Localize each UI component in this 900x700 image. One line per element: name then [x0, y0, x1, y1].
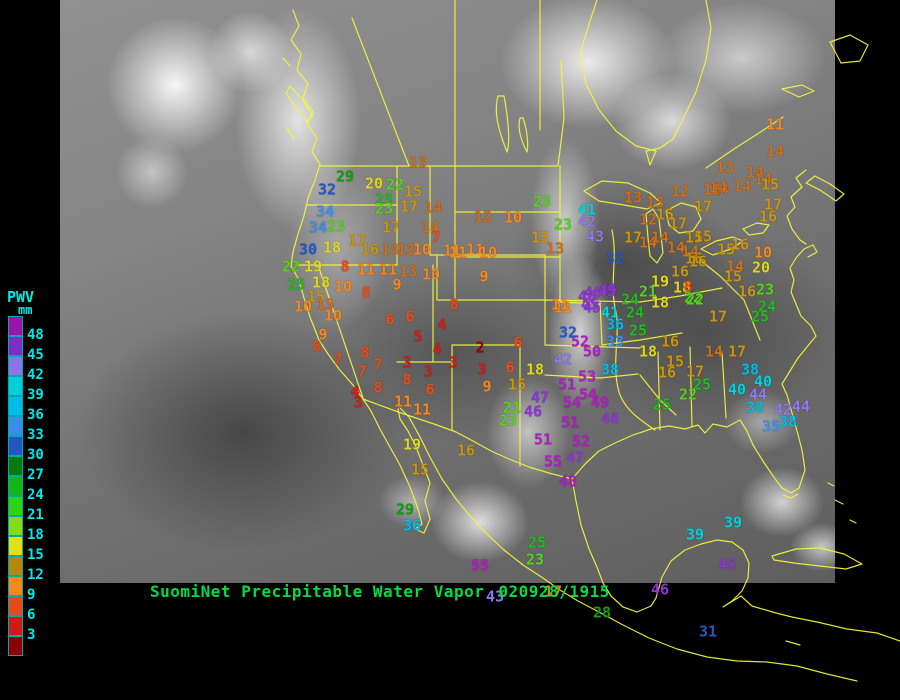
lake-erie-outline [700, 236, 744, 256]
legend-swatch [8, 376, 23, 396]
legend-tick-label: 45 [27, 347, 44, 363]
legend-swatch [8, 336, 23, 356]
legend-swatch [8, 416, 23, 436]
legend-tick-label: 15 [27, 547, 44, 563]
newfoundland-outline [705, 34, 869, 169]
legend-tick-label: 9 [27, 587, 36, 603]
product-timestamp: 020928/1915 [498, 582, 610, 601]
legend-swatch [8, 316, 23, 336]
mexico-pacific-coast-outline [399, 407, 858, 682]
legend-tick-label: 36 [27, 407, 44, 423]
lake-ontario-outline [742, 222, 770, 236]
lake-superior-outline [583, 180, 662, 210]
lake-huron-outline [665, 202, 702, 234]
new-england-coast-outline [786, 169, 818, 258]
legend-tick-label: 30 [27, 447, 44, 463]
legend-swatch [8, 616, 23, 636]
legend-tick-label: 24 [27, 487, 44, 503]
pacific-coast-outline [290, 9, 431, 534]
mexico-gulf-yucatan-outline [571, 478, 900, 642]
lake-michigan-outline [645, 208, 664, 264]
product-title: SuomiNet Precipitable Water Vapor 020928/… [150, 582, 610, 601]
western-state-borders [295, 165, 641, 467]
legend-swatch [8, 576, 23, 596]
legend-swatch [8, 476, 23, 496]
legend-tick-label: 3 [27, 627, 36, 643]
legend-swatch [8, 516, 23, 536]
us-mexico-border [362, 398, 573, 480]
cuba-islands-outline [771, 482, 863, 646]
legend-unit: mm [18, 303, 33, 317]
legend-tick-label: 42 [27, 367, 44, 383]
legend-title: PWV [7, 288, 35, 306]
manitoba-lakes-outline [495, 95, 529, 153]
legend-swatch [8, 536, 23, 556]
legend-swatch [8, 496, 23, 516]
legend-swatch [8, 456, 23, 476]
legend-swatch [8, 596, 23, 616]
legend-tick-label: 39 [27, 387, 44, 403]
product-name: SuomiNet Precipitable Water Vapor [150, 582, 485, 601]
canada-borders [319, 0, 565, 167]
hudson-bay-outline [579, 0, 712, 166]
gulf-atlantic-coast-outline [571, 244, 817, 494]
legend-tick-label: 21 [27, 507, 44, 523]
legend-tick-label: 33 [27, 427, 44, 443]
vancouver-island-outline [282, 57, 314, 140]
nova-scotia-outline [805, 175, 845, 202]
legend-tick-label: 18 [27, 527, 44, 543]
florida-keys-outline [782, 493, 799, 499]
legend-tick-label: 6 [27, 607, 36, 623]
legend-tick-label: 48 [27, 327, 44, 343]
legend-swatch [8, 636, 23, 656]
legend-colorbar [8, 316, 23, 656]
legend-swatch [8, 556, 23, 576]
legend-swatch [8, 436, 23, 456]
eastern-state-borders [544, 229, 761, 431]
legend-tick-label: 27 [27, 467, 44, 483]
legend-tick-label: 12 [27, 567, 44, 583]
legend-swatch [8, 356, 23, 376]
legend-swatch [8, 396, 23, 416]
